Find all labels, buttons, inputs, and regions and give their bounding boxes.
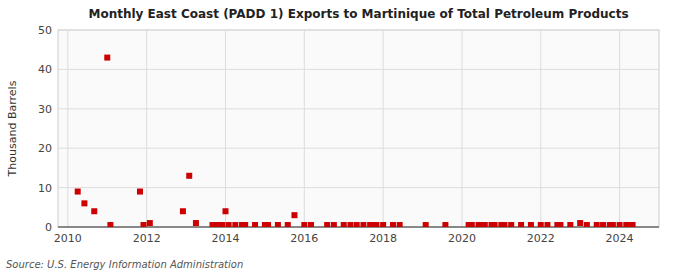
x-grid-line <box>67 30 68 227</box>
points <box>75 55 636 227</box>
point <box>308 222 314 227</box>
chart: 0 10 20 30 40 50 2010 2012 2014 2016 2018 2020 2022 2… <box>0 0 675 275</box>
y-tick-label: 30 <box>38 103 52 116</box>
x-grid-line <box>304 30 305 227</box>
point <box>222 208 228 214</box>
point <box>180 208 186 214</box>
title: Monthly East Coast (PADD 1) Exports to M… <box>88 7 628 21</box>
point <box>341 222 347 227</box>
point <box>141 222 147 227</box>
point <box>390 222 396 227</box>
point <box>557 222 563 227</box>
point <box>265 222 271 227</box>
source-note: Source: U.S. Energy Information Administ… <box>6 259 243 270</box>
x-grid-line <box>146 30 147 227</box>
y-tick-label: 0 <box>45 221 52 234</box>
plot-area <box>58 30 659 227</box>
point <box>360 222 366 227</box>
point <box>219 222 225 227</box>
x-tick-label: 2020 <box>448 232 476 245</box>
y-tick-label: 50 <box>38 24 52 37</box>
point <box>373 222 379 227</box>
y-grid-line <box>58 108 659 109</box>
point <box>232 222 238 227</box>
point <box>482 222 488 227</box>
point <box>577 220 583 226</box>
point <box>380 222 386 227</box>
x-grid-line <box>225 30 226 227</box>
point <box>354 222 360 227</box>
point <box>469 222 475 227</box>
point <box>594 222 600 227</box>
point <box>502 222 508 227</box>
y-grid-line <box>58 30 659 31</box>
y-tick-label: 20 <box>38 142 52 155</box>
point <box>538 222 544 227</box>
y-grid-line <box>58 148 659 149</box>
point <box>630 222 636 227</box>
x-grid-line <box>383 30 384 227</box>
x-tick-label: 2018 <box>369 232 397 245</box>
point <box>226 222 232 227</box>
point <box>291 212 297 218</box>
point <box>347 222 353 227</box>
y-grid-line <box>58 69 659 70</box>
point <box>518 222 524 227</box>
point <box>193 220 199 226</box>
y-grid-line <box>58 187 659 188</box>
y-tick-label: 40 <box>38 63 52 76</box>
point <box>508 222 514 227</box>
point <box>107 222 113 227</box>
x-tick-label: 2010 <box>54 232 82 245</box>
point <box>242 222 248 227</box>
point <box>186 173 192 179</box>
point <box>397 222 403 227</box>
y-tick-label: 10 <box>38 182 52 195</box>
point <box>584 222 590 227</box>
point <box>104 55 110 61</box>
x-tick-label: 2014 <box>211 232 239 245</box>
point <box>528 222 534 227</box>
point <box>324 222 330 227</box>
point <box>91 208 97 214</box>
point <box>301 222 307 227</box>
point <box>137 189 143 195</box>
y-axis-label: Thousand Barrels <box>6 80 19 177</box>
grid <box>58 30 659 227</box>
point <box>610 222 616 227</box>
x-tick-label: 2016 <box>290 232 318 245</box>
x-grid-line <box>461 30 462 227</box>
point <box>331 222 337 227</box>
point <box>285 222 291 227</box>
point <box>275 222 281 227</box>
point <box>75 189 81 195</box>
x-tick-label: 2012 <box>133 232 161 245</box>
x-tick-label: 2022 <box>527 232 555 245</box>
point <box>567 222 573 227</box>
x-tick-label: 2024 <box>606 232 634 245</box>
point <box>492 222 498 227</box>
point <box>442 222 448 227</box>
point <box>617 222 623 227</box>
point <box>147 220 153 226</box>
point <box>423 222 429 227</box>
x-grid-line <box>540 30 541 227</box>
point <box>544 222 550 227</box>
point <box>252 222 258 227</box>
point <box>600 222 606 227</box>
x-grid-line <box>619 30 620 227</box>
point <box>81 200 87 206</box>
